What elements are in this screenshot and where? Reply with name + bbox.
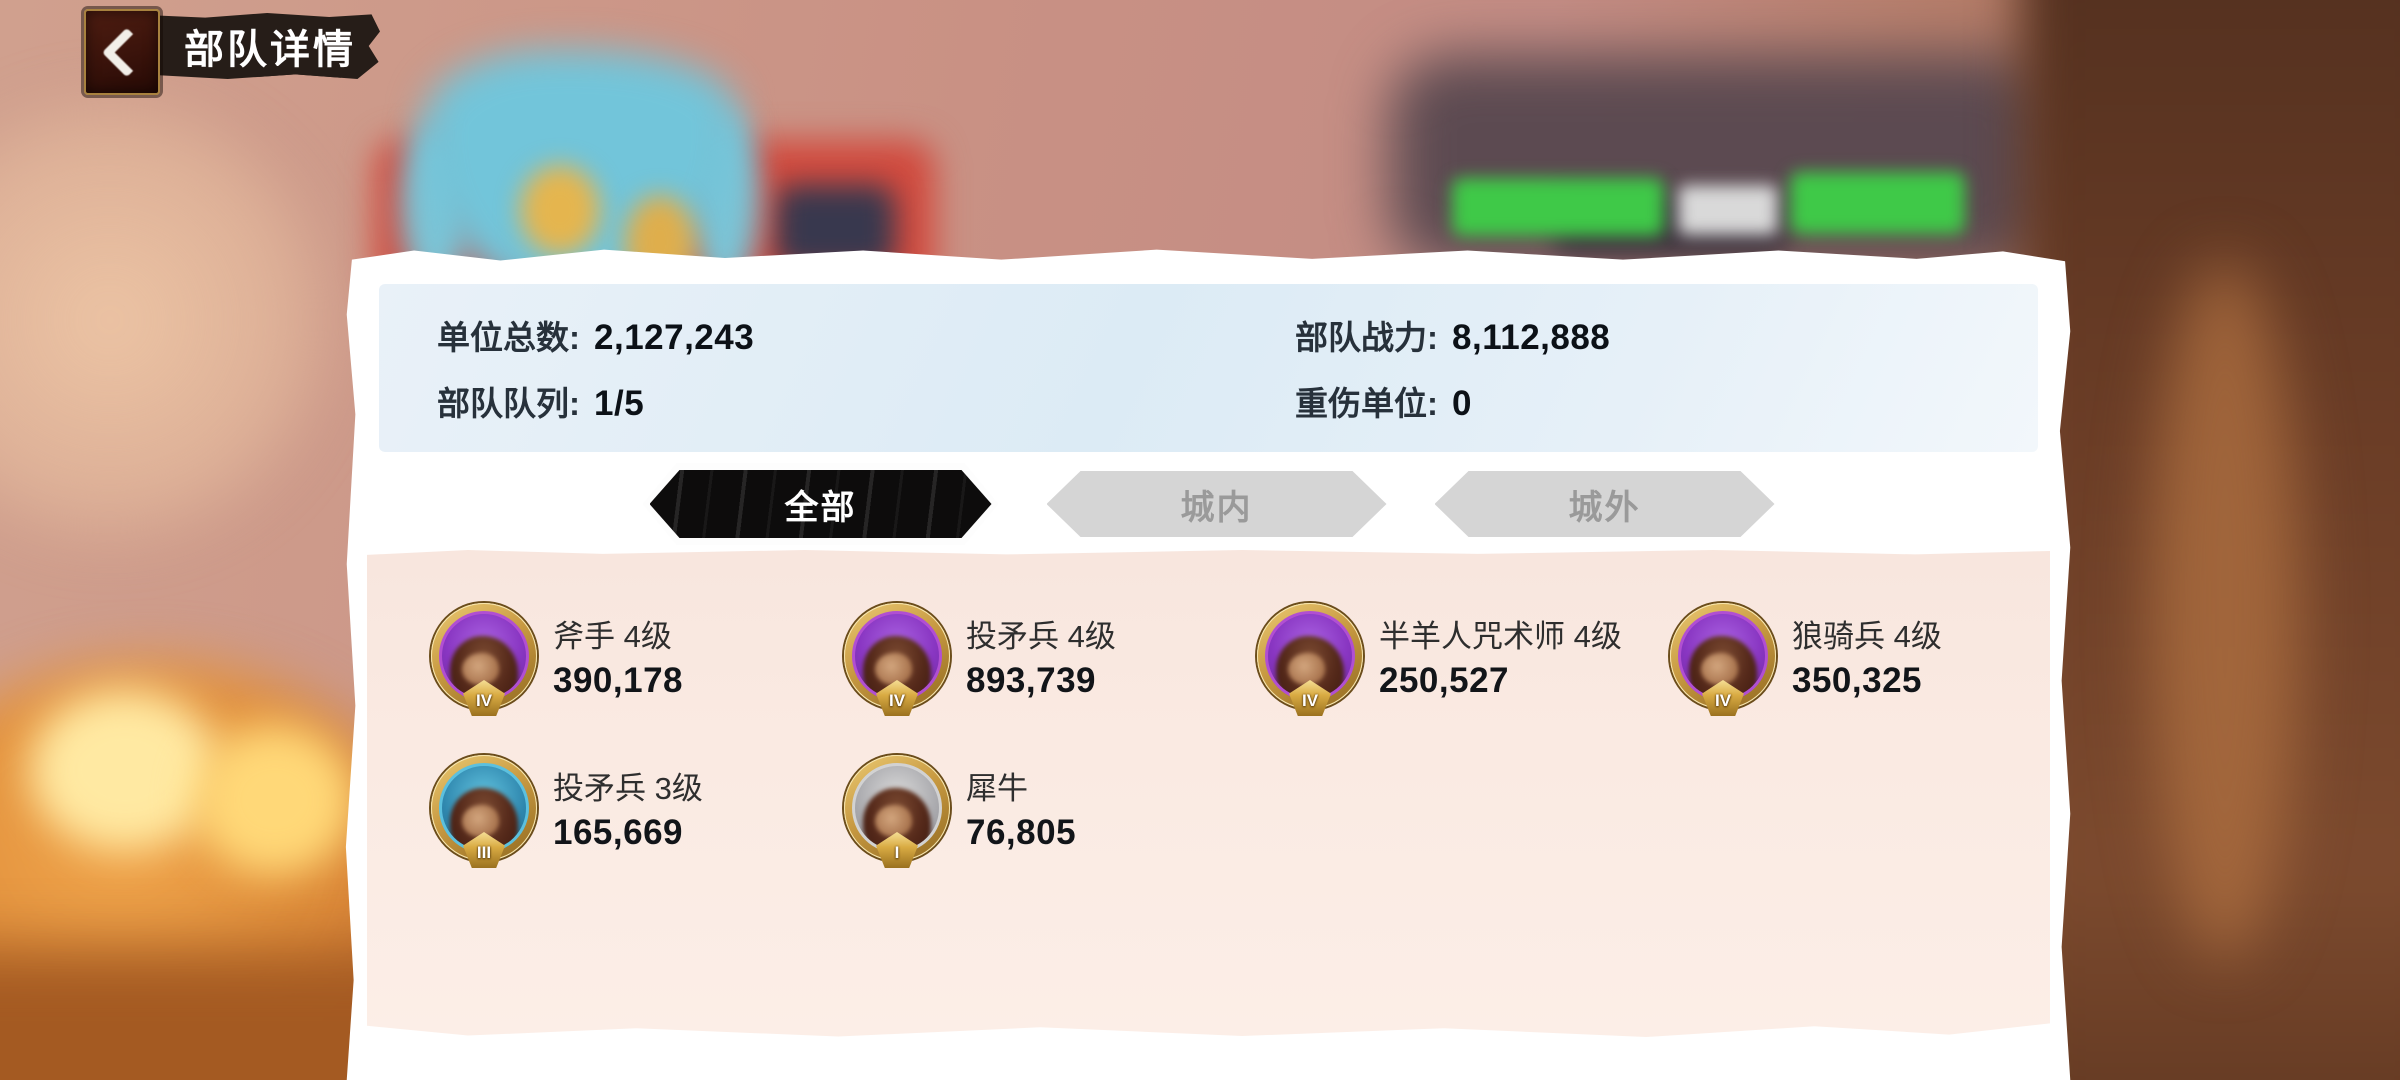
unit-text: 犀牛 76,805 [966, 763, 1076, 853]
filter-tab[interactable]: 城内 [1047, 471, 1387, 537]
stats-column-right: 部队战力: 8,112,888 重伤单位: 0 [1295, 311, 1610, 425]
stat-total-units: 单位总数: 2,127,243 [437, 311, 1295, 359]
unit-text: 投矛兵 3级 165,669 [553, 763, 703, 853]
unit-name: 半羊人咒术师 4级 [1379, 619, 1622, 654]
unit-name: 斧手 4级 [553, 619, 672, 654]
bg-light-glow [0, 90, 340, 550]
stat-value: 0 [1452, 384, 1472, 423]
unit-text: 投矛兵 4级 893,739 [966, 611, 1116, 701]
stat-value: 8,112,888 [1452, 318, 1611, 357]
unit-name: 犀牛 [966, 771, 1028, 806]
unit-list-item[interactable]: IV 投矛兵 4级 893,739 [844, 580, 1257, 732]
bg-gold-glow [520, 165, 600, 255]
unit-portrait-icon: IV [1257, 603, 1363, 716]
tab-label: 全部 [784, 488, 857, 527]
tier-roman-numeral: IV [1301, 691, 1319, 710]
unit-text: 斧手 4级 390,178 [553, 611, 683, 701]
tier-roman-numeral: III [476, 843, 492, 862]
stat-label: 单位总数: [437, 319, 580, 356]
bg-health-bar [1452, 178, 1664, 236]
troop-details-panel: 单位总数: 2,127,243 部队队列: 1/5 部队战力: 8,112,88… [345, 249, 2072, 1080]
unit-list-item[interactable]: III 投矛兵 3级 165,669 [431, 732, 844, 884]
tier-roman-numeral: IV [1714, 691, 1732, 710]
tier-roman-numeral: IV [475, 691, 493, 710]
unit-portrait-icon: IV [431, 603, 537, 716]
stat-value: 1/5 [594, 384, 645, 423]
unit-portrait-icon: IV [844, 603, 950, 716]
stat-troop-queue: 部队队列: 1/5 [437, 377, 1295, 425]
page-title: 部队详情 [184, 28, 356, 72]
unit-name: 投矛兵 3级 [553, 771, 703, 806]
unit-list-item[interactable]: IV 半羊人咒术师 4级 250,527 [1257, 580, 1670, 732]
stat-troop-power: 部队战力: 8,112,888 [1295, 311, 1610, 359]
unit-portrait-icon: III [431, 755, 537, 868]
filter-tab[interactable]: 城外 [1435, 471, 1775, 537]
stats-column-left: 单位总数: 2,127,243 部队队列: 1/5 [379, 311, 1295, 425]
bg-rock-highlight [2150, 260, 2300, 960]
back-button[interactable] [84, 9, 160, 95]
bg-fire-core [30, 690, 220, 850]
tab-body: 全部 [650, 470, 992, 538]
unit-list-item[interactable]: IV 斧手 4级 390,178 [431, 580, 844, 732]
unit-count: 76,805 [966, 813, 1077, 852]
unit-portrait-icon: I [844, 755, 950, 868]
units-grid: IV 斧手 4级 390,178 IV 投矛兵 4级 893,739 IV 半羊… [367, 550, 2050, 884]
tier-roman-numeral: IV [888, 691, 906, 710]
unit-list-item[interactable]: IV 狼骑兵 4级 350,325 [1670, 580, 2050, 732]
unit-count: 250,527 [1379, 661, 1510, 700]
unit-name: 狼骑兵 4级 [1792, 619, 1942, 654]
unit-count: 390,178 [553, 661, 684, 700]
stat-wounded-units: 重伤单位: 0 [1295, 377, 1610, 425]
bg-white-segment [1678, 185, 1778, 235]
bg-fire-core [195, 725, 355, 875]
unit-name: 投矛兵 4级 [966, 619, 1116, 654]
unit-list-item[interactable]: I 犀牛 76,805 [844, 732, 1257, 884]
back-icon [101, 27, 151, 77]
stat-value: 2,127,243 [594, 318, 755, 357]
stat-label: 部队战力: [1295, 319, 1438, 356]
unit-portrait-icon: IV [1670, 603, 1776, 716]
tab-label: 城内 [1180, 488, 1253, 527]
unit-count: 350,325 [1792, 661, 1923, 700]
stats-summary: 单位总数: 2,127,243 部队队列: 1/5 部队战力: 8,112,88… [379, 284, 2038, 452]
unit-text: 狼骑兵 4级 350,325 [1792, 611, 1942, 701]
unit-count: 165,669 [553, 813, 684, 852]
units-area: IV 斧手 4级 390,178 IV 投矛兵 4级 893,739 IV 半羊… [367, 550, 2050, 1038]
stat-label: 重伤单位: [1295, 385, 1438, 422]
unit-text: 半羊人咒术师 4级 250,527 [1379, 611, 1622, 701]
bg-health-bar [1790, 172, 1965, 234]
unit-creature-art [439, 611, 529, 701]
tab-bar: 全部 城内 城外 [345, 462, 2072, 546]
tab-label: 城外 [1568, 488, 1641, 527]
stat-label: 部队队列: [437, 385, 580, 422]
unit-count: 893,739 [966, 661, 1097, 700]
tier-roman-numeral: I [894, 843, 900, 862]
filter-tab[interactable]: 全部 [643, 463, 999, 545]
